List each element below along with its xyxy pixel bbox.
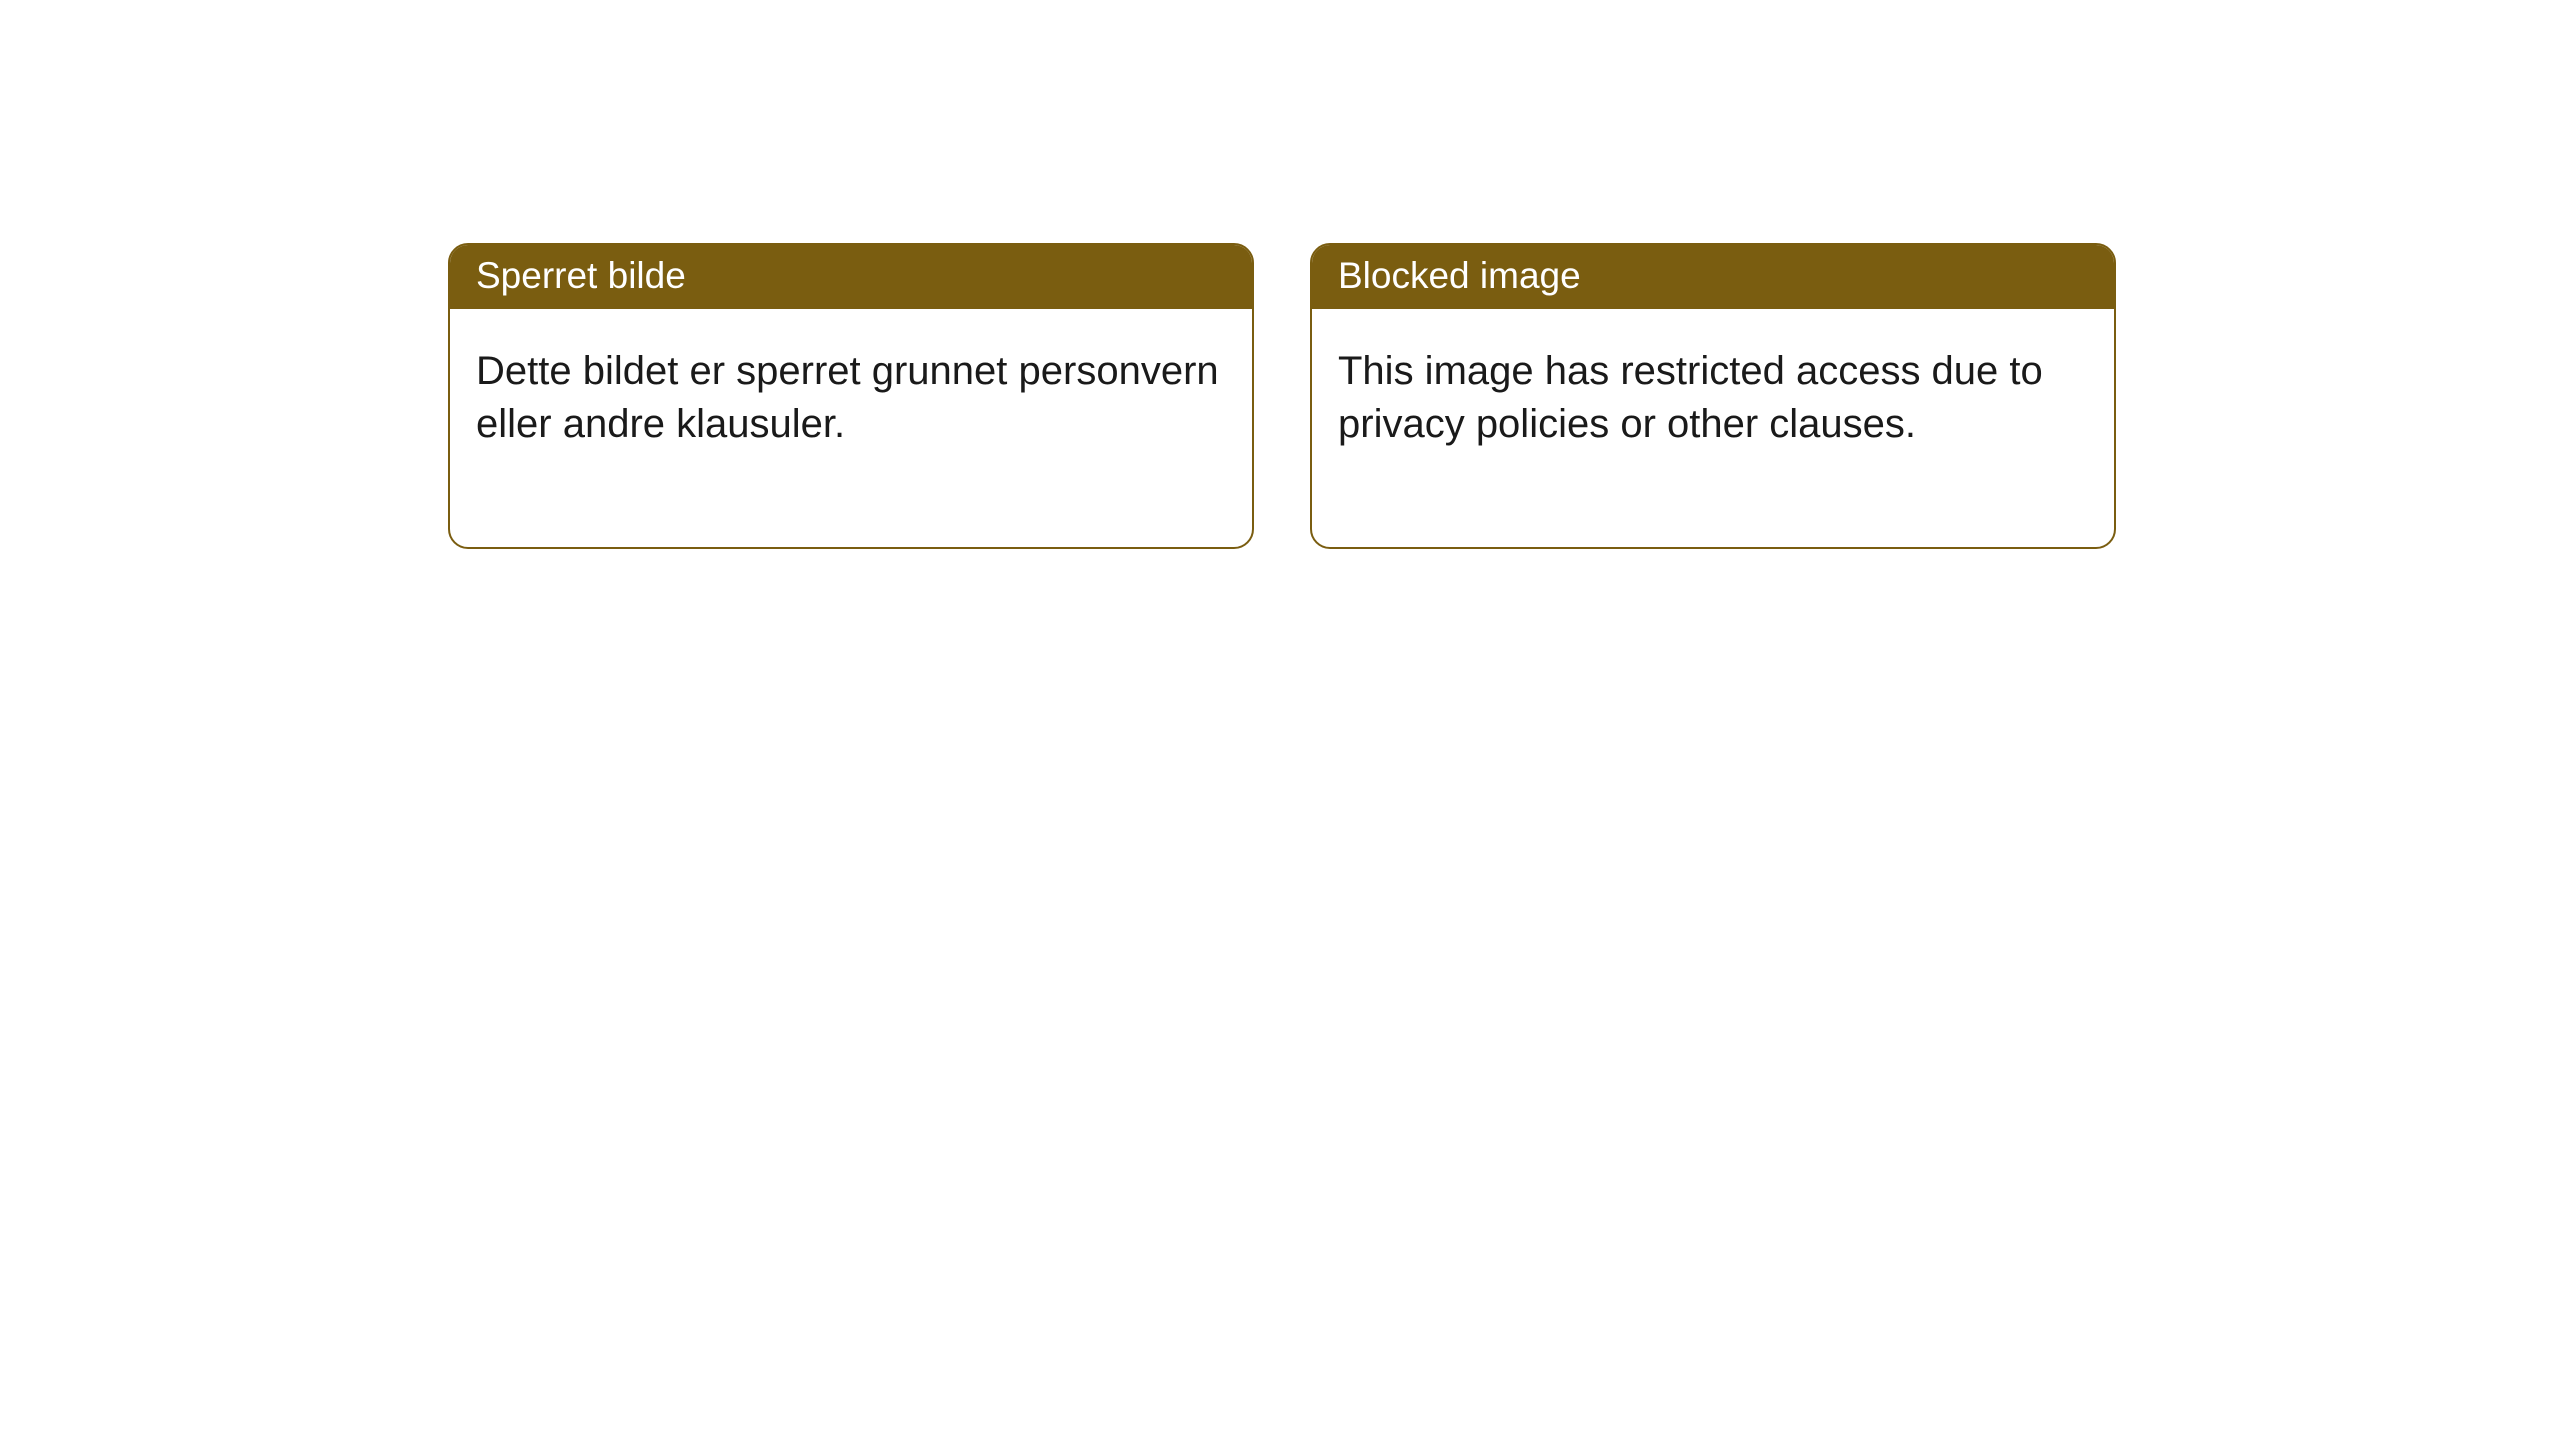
notice-container: Sperret bilde Dette bildet er sperret gr… [448,243,2116,549]
notice-header: Sperret bilde [450,245,1252,309]
notice-card-norwegian: Sperret bilde Dette bildet er sperret gr… [448,243,1254,549]
notice-card-english: Blocked image This image has restricted … [1310,243,2116,549]
notice-body: This image has restricted access due to … [1312,309,2114,547]
notice-header: Blocked image [1312,245,2114,309]
notice-body: Dette bildet er sperret grunnet personve… [450,309,1252,547]
